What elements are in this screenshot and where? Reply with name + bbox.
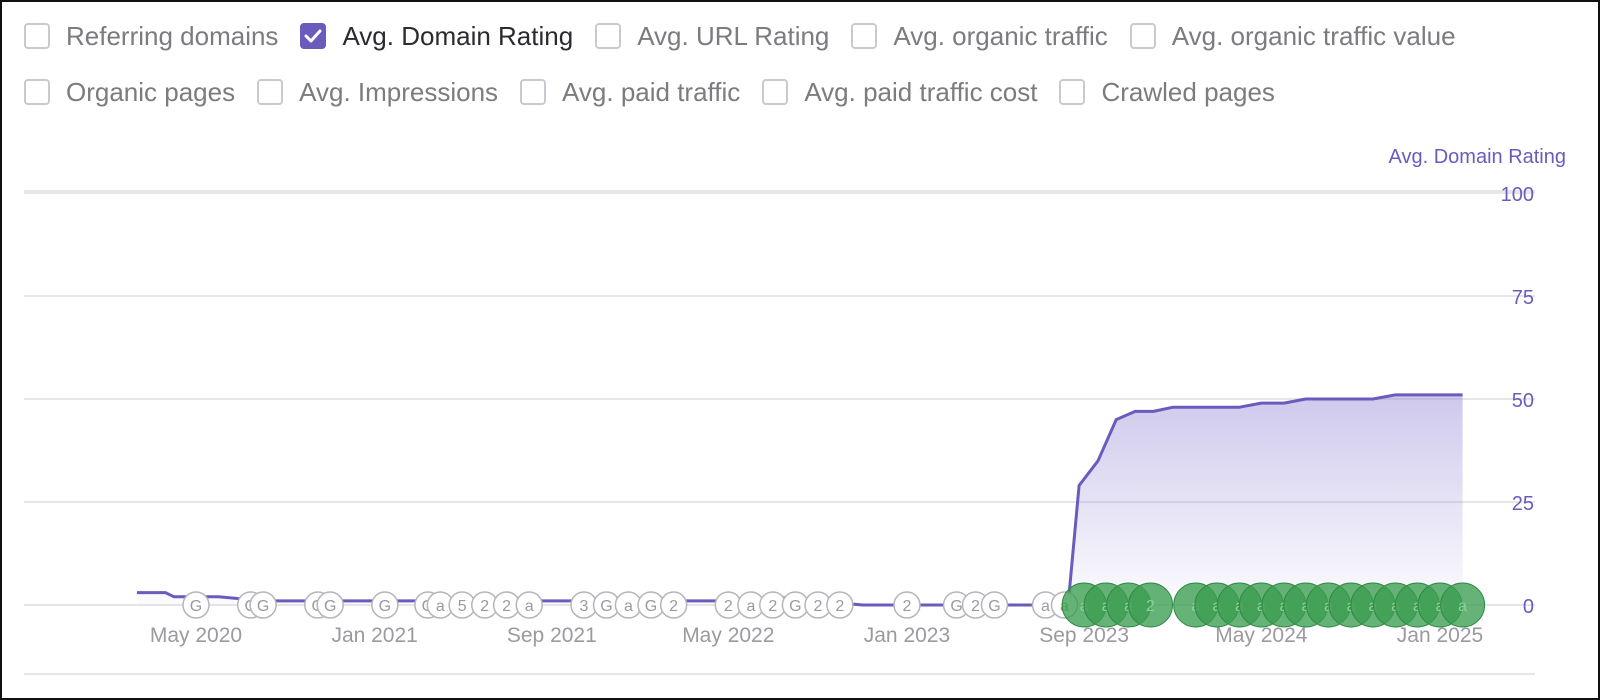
- metric-organic-pages[interactable]: Organic pages: [24, 77, 235, 108]
- x-tick-label: Jan 2023: [864, 624, 950, 647]
- annotation-marker: [980, 591, 1009, 619]
- metric-avg-organic-traffic-value[interactable]: Avg. organic traffic value: [1129, 20, 1456, 52]
- metric-avg-organic-traffic[interactable]: Avg. organic traffic: [851, 20, 1108, 52]
- annotation-marker: [182, 591, 210, 619]
- y-tick-label: 100: [1501, 184, 1534, 206]
- metric-label: Avg. organic traffic: [893, 20, 1108, 51]
- metric-label: Avg. paid traffic: [562, 76, 741, 107]
- checkbox[interactable]: [851, 23, 878, 49]
- annotation-marker-label: 2: [971, 598, 980, 615]
- annotation-marker: [316, 591, 344, 619]
- annotation-marker-label: G: [379, 598, 391, 615]
- metric-avg-paid-traffic[interactable]: Avg. paid traffic: [520, 77, 740, 108]
- series-area: [136, 394, 1463, 605]
- annotation-marker-label: G: [789, 598, 801, 615]
- x-tick-label: May 2020: [150, 624, 242, 647]
- metric-label: Avg. URL Rating: [637, 20, 830, 51]
- x-tick-label: Sep 2023: [1039, 624, 1129, 647]
- metric-avg-paid-traffic-cost[interactable]: Avg. paid traffic cost: [762, 77, 1037, 108]
- metric-avg-url-rating[interactable]: Avg. URL Rating: [595, 21, 829, 52]
- metric-label: Avg. Domain Rating: [342, 20, 574, 51]
- annotation-marker-label: G: [257, 598, 269, 615]
- metric-label: Organic pages: [66, 76, 236, 107]
- metric-crawled-pages[interactable]: Crawled pages: [1059, 76, 1275, 108]
- annotation-marker-label: a: [1413, 598, 1422, 615]
- annotation-marker-label: a: [1324, 598, 1333, 615]
- annotation-marker-label: 2: [768, 598, 777, 615]
- x-tick-label: May 2022: [682, 624, 774, 647]
- annotation-marker: [515, 591, 543, 619]
- annotation-marker-green: [1128, 582, 1174, 628]
- annotation-marker-label: 3: [579, 598, 588, 615]
- metric-label: Crawled pages: [1101, 76, 1275, 107]
- annotation-marker-label: 2: [480, 598, 489, 615]
- checkbox[interactable]: [24, 79, 50, 105]
- annotation-marker: [893, 591, 921, 619]
- metric-label: Avg. organic traffic value: [1171, 20, 1456, 51]
- annotation-marker-label: 5: [458, 598, 467, 615]
- annotation-marker: [371, 591, 399, 619]
- y-tick-label: 25: [1512, 493, 1534, 515]
- annotation-marker-label: 2: [835, 598, 844, 615]
- x-tick-label: Jan 2025: [1397, 624, 1483, 647]
- annotation-marker-label: a: [1102, 598, 1111, 615]
- y-tick-label: 50: [1512, 390, 1534, 412]
- annotation-marker: [826, 591, 854, 619]
- annotation-marker-label: 2: [669, 598, 678, 615]
- metric-selector-row-1: Referring domains Avg. Domain Rating Avg…: [24, 16, 1478, 56]
- x-tick-label: Sep 2021: [507, 624, 597, 647]
- annotation-marker-label: G: [988, 598, 1000, 615]
- metric-avg-impressions[interactable]: Avg. Impressions: [257, 77, 498, 108]
- annotation-marker-label: G: [190, 598, 202, 615]
- metric-label: Avg. Impressions: [299, 76, 499, 107]
- metric-avg-domain-rating[interactable]: Avg. Domain Rating: [300, 21, 573, 52]
- metric-label: Avg. paid traffic cost: [804, 76, 1038, 107]
- annotation-marker-label: 2: [502, 598, 511, 615]
- annotation-marker: [249, 591, 277, 619]
- annotation-marker-label: G: [600, 598, 612, 615]
- metric-selector-row-2: Organic pages Avg. Impressions Avg. paid…: [24, 72, 1297, 112]
- annotation-marker-label: a: [1212, 598, 1221, 615]
- annotation-marker-label: 2: [903, 598, 912, 615]
- checkbox[interactable]: [762, 79, 789, 105]
- checkbox[interactable]: [300, 23, 327, 49]
- annotation-marker-label: G: [950, 598, 962, 615]
- annotation-marker-label: 2: [724, 598, 733, 615]
- metric-referring-domains[interactable]: Referring domains: [24, 21, 278, 52]
- annotation-marker-label: G: [324, 598, 336, 615]
- annotation-marker-label: a: [1257, 598, 1266, 615]
- annotation-marker-label: a: [1041, 598, 1050, 615]
- annotation-marker-label: a: [1301, 598, 1310, 615]
- metric-label: Referring domains: [66, 20, 279, 51]
- checkbox[interactable]: [595, 23, 622, 49]
- annotation-marker-label: 2: [814, 598, 823, 615]
- checkbox[interactable]: [257, 79, 284, 105]
- checkbox[interactable]: [520, 79, 547, 105]
- annotation-marker-label: a: [746, 598, 755, 615]
- annotation-marker-label: a: [525, 598, 534, 615]
- annotation-marker-label: G: [645, 598, 657, 615]
- annotation-marker-label: a: [436, 598, 445, 615]
- annotation-marker-green: [1440, 582, 1486, 628]
- annotation-marker-label: 2: [1146, 598, 1155, 615]
- annotation-marker-label: a: [624, 598, 633, 615]
- series-label: Avg. Domain Rating: [1388, 146, 1567, 168]
- annotation-marker-label: a: [1436, 598, 1445, 615]
- y-tick-label: 0: [1523, 596, 1534, 618]
- annotation-marker-label: a: [1458, 598, 1467, 615]
- checkbox[interactable]: [1059, 79, 1086, 105]
- y-tick-label: 75: [1512, 287, 1534, 309]
- checkbox[interactable]: [24, 23, 50, 49]
- x-tick-label: May 2024: [1215, 624, 1308, 647]
- annotation-marker-label: a: [1368, 598, 1377, 615]
- annotation-marker: [659, 591, 688, 619]
- checkbox[interactable]: [1129, 23, 1156, 49]
- x-tick-label: Jan 2021: [331, 624, 417, 647]
